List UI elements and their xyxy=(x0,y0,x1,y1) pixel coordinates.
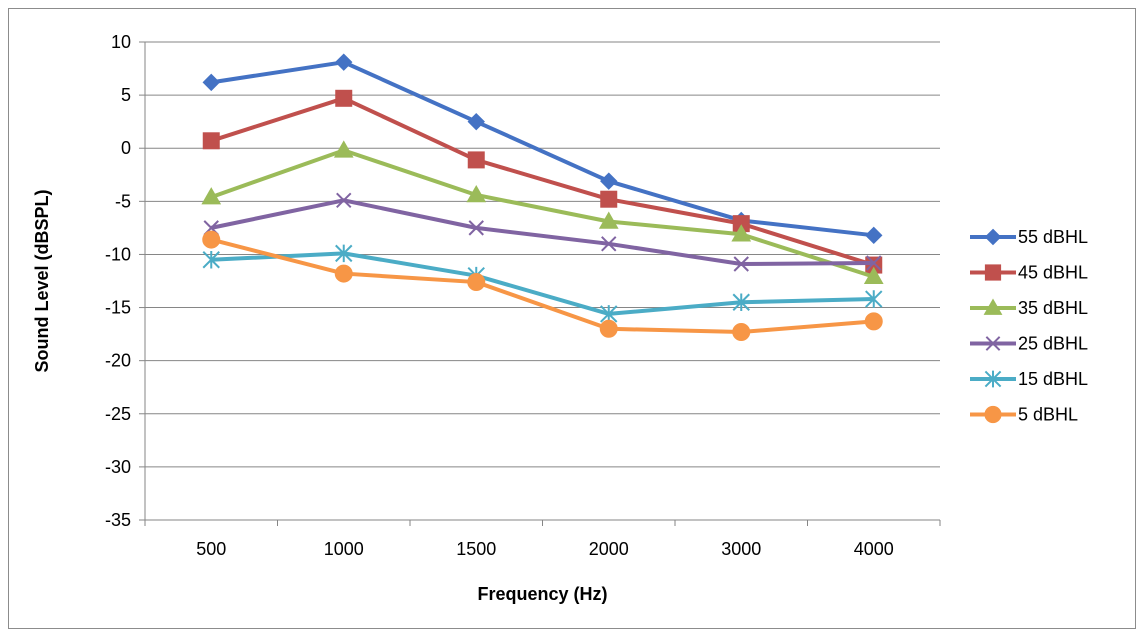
data-point xyxy=(468,220,484,236)
legend-item: 55 dBHL xyxy=(970,227,1088,247)
x-tick-label: 1500 xyxy=(456,539,496,559)
data-point xyxy=(202,250,220,269)
legend: 55 dBHL 45 dBHL 35 dBHL 25 dBHL 15 dBHL 5 dBH… xyxy=(970,227,1088,425)
x-tick-label: 1000 xyxy=(324,539,364,559)
data-point xyxy=(731,224,752,242)
series-15-dbhl xyxy=(202,244,883,323)
y-tick-label: 5 xyxy=(121,85,131,105)
data-point xyxy=(865,290,883,308)
data-point xyxy=(598,211,619,229)
series-line xyxy=(210,237,874,334)
data-point xyxy=(335,244,353,263)
gridlines xyxy=(145,41,940,521)
legend-label: 15 dBHL xyxy=(1018,369,1088,389)
series-5-dbhl xyxy=(202,230,883,341)
series-line xyxy=(211,251,874,316)
y-tick-label: -25 xyxy=(105,404,131,424)
data-point xyxy=(864,312,883,331)
data-point xyxy=(467,112,485,131)
legend-marker xyxy=(984,370,1002,388)
y-tick-label: 0 xyxy=(121,138,131,158)
y-tick-label: -10 xyxy=(105,244,131,264)
legend-marker xyxy=(983,298,1003,315)
series-line xyxy=(210,60,874,238)
data-point xyxy=(863,266,884,285)
data-point xyxy=(202,230,221,249)
y-axis-title: Sound Level (dBSPL) xyxy=(32,189,52,372)
x-tick-label: 2000 xyxy=(589,539,629,559)
series-line xyxy=(210,96,875,267)
legend-marker xyxy=(985,336,1001,351)
series-line xyxy=(210,148,875,279)
y-tick-label: -20 xyxy=(105,351,131,371)
data-point xyxy=(335,89,353,107)
legend-item: 35 dBHL xyxy=(970,298,1088,318)
legend-marker xyxy=(984,264,1002,281)
data-point xyxy=(202,73,220,92)
y-tick-label: -35 xyxy=(105,510,131,530)
data-point xyxy=(201,187,222,205)
y-tick-label: -5 xyxy=(115,191,131,211)
data-point xyxy=(601,236,617,252)
data-point xyxy=(467,151,485,169)
data-point xyxy=(866,255,882,271)
data-point xyxy=(467,273,486,292)
series-25-dbhl xyxy=(203,192,882,272)
x-axis: 500 1000 1500 2000 3000 4000 xyxy=(144,42,941,559)
y-tick-label: -15 xyxy=(105,298,131,318)
series-35-dbhl xyxy=(201,140,884,285)
y-tick-label: 10 xyxy=(111,32,131,52)
data-point xyxy=(599,319,618,338)
x-tick-label: 4000 xyxy=(854,539,894,559)
legend-label: 45 dBHL xyxy=(1018,263,1088,283)
legend-item: 45 dBHL xyxy=(970,263,1088,283)
data-point xyxy=(336,192,352,208)
data-point xyxy=(202,132,220,150)
legend-marker xyxy=(984,405,1002,424)
data-point xyxy=(466,184,487,203)
x-tick-label: 3000 xyxy=(721,539,761,559)
legend-item: 15 dBHL xyxy=(970,369,1088,389)
y-tick-label: -30 xyxy=(105,457,131,477)
legend-item: 25 dBHL xyxy=(970,334,1088,354)
series-layer xyxy=(201,53,884,341)
data-point xyxy=(732,322,751,341)
chart-frame xyxy=(8,8,1136,629)
legend-marker xyxy=(984,228,1002,246)
x-axis-title: Frequency (Hz) xyxy=(477,584,607,604)
data-point xyxy=(733,256,749,272)
data-point xyxy=(600,172,618,190)
y-axis-ticks: 10 5 0 -5 -10 -15 -20 -25 -30 -35 xyxy=(105,32,145,530)
legend-label: 5 dBHL xyxy=(1018,405,1078,425)
data-point xyxy=(333,140,354,158)
legend-label: 25 dBHL xyxy=(1018,334,1088,354)
data-point xyxy=(865,226,883,245)
series-line xyxy=(210,198,874,267)
x-tick-label: 500 xyxy=(196,539,226,559)
data-point xyxy=(335,53,353,71)
series-55-dbhl xyxy=(202,53,883,245)
series-45-dbhl xyxy=(202,89,883,274)
legend-label: 35 dBHL xyxy=(1018,298,1088,318)
legend-item: 5 dBHL xyxy=(970,405,1078,425)
data-point xyxy=(600,190,618,208)
data-point xyxy=(334,264,353,283)
legend-label: 55 dBHL xyxy=(1018,227,1088,247)
data-point xyxy=(732,293,750,312)
data-point xyxy=(600,305,618,323)
